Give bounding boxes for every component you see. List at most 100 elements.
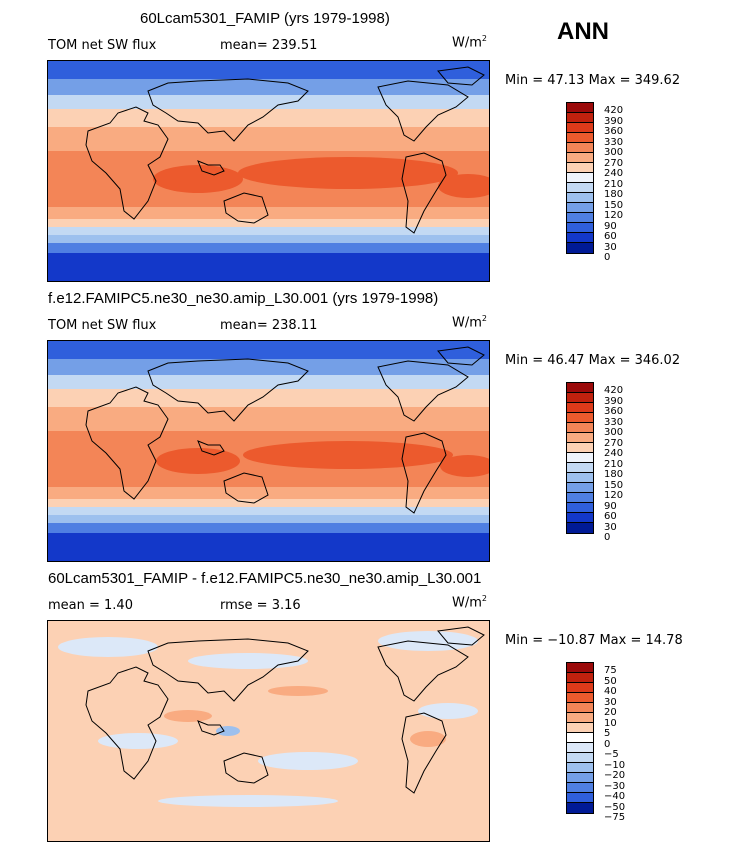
panel1-colorbar [566,102,594,254]
colorbar-tick-label: 330 [604,136,624,148]
colorbar-swatch [567,773,593,783]
panel1-map-svg [48,61,489,281]
colorbar-swatch [567,703,593,713]
colorbar-tick-label: 240 [604,168,624,179]
colorbar-tick-label: 180 [604,189,624,200]
panel2-units: W/m2 [452,314,487,331]
colorbar-tick-label: 75 [604,665,617,676]
colorbar-swatch [567,723,593,733]
colorbar-tick-label: 30 [604,696,617,708]
colorbar-tick-label: −20 [604,770,626,781]
colorbar-swatch [567,493,593,503]
colorbar-tick-label: 150 [604,199,624,211]
season-label: ANN [557,18,609,45]
colorbar-tick-label: 330 [604,416,624,428]
colorbar-swatch [567,803,593,813]
colorbar-swatch [567,143,593,153]
panel2-colorbar-labels: 420 390 360 330 300 270 240 210 180 150 120 90 60 30 0 [604,386,623,544]
colorbar-swatch [567,203,593,213]
colorbar-swatch [567,503,593,513]
colorbar-tick-label: 0 [604,252,611,263]
panel1-title: 60Lcam5301_FAMIP (yrs 1979-1998) [140,10,390,27]
colorbar-tick-label: 150 [604,479,624,491]
panel3-units: W/m2 [452,594,487,611]
colorbar-tick-label: 390 [604,115,624,127]
colorbar-swatch [567,153,593,163]
colorbar-tick-label: 90 [604,220,617,232]
panel1-variable: TOM net SW flux [48,38,157,53]
colorbar-tick-label: 10 [604,717,617,729]
colorbar-tick-label: 60 [604,511,617,522]
colorbar-swatch [567,733,593,743]
panel3-colorbar-labels: 75 50 40 30 20 10 5 0 −5 −10 −20 −30 −40 −50 −75 [604,666,625,824]
colorbar-swatch [567,523,593,533]
colorbar-swatch [567,453,593,463]
panel2-title: f.e12.FAMIPC5.ne30_ne30.amip_L30.001 (yr… [48,290,439,307]
colorbar-swatch [567,783,593,793]
colorbar-tick-label: 420 [604,105,624,116]
panel3-mean: mean = 1.40 [48,598,133,613]
panel3-minmax: Min = −10.87 Max = 14.78 [505,633,683,648]
colorbar-swatch [567,743,593,753]
colorbar-swatch [567,683,593,693]
panel3-map [47,620,490,842]
panel1-colorbar-labels: 420 390 360 330 300 270 240 210 180 150 120 90 60 30 0 [604,106,623,264]
panel1-map [47,60,490,282]
colorbar-tick-label: 120 [604,490,624,501]
colorbar-tick-label: 0 [604,738,611,750]
colorbar-swatch [567,413,593,423]
colorbar-tick-label: 30 [604,521,617,533]
panel2-variable: TOM net SW flux [48,318,157,333]
colorbar-swatch [567,183,593,193]
colorbar-swatch [567,193,593,203]
colorbar-tick-label: 360 [604,406,624,417]
colorbar-tick-label: 390 [604,395,624,407]
colorbar-swatch [567,753,593,763]
colorbar-tick-label: −10 [604,759,626,771]
colorbar-tick-label: −75 [604,812,626,823]
panel2-map-svg [48,341,489,561]
colorbar-swatch [567,403,593,413]
colorbar-swatch [567,173,593,183]
colorbar-swatch [567,443,593,453]
panel2-colorbar [566,382,594,534]
panel1-units: W/m2 [452,34,487,51]
colorbar-tick-label: 270 [604,437,624,449]
colorbar-swatch [567,693,593,703]
panel2-map [47,340,490,562]
colorbar-tick-label: 20 [604,707,617,718]
colorbar-swatch [567,123,593,133]
colorbar-swatch [567,793,593,803]
panel1-minmax: Min = 47.13 Max = 349.62 [505,73,681,88]
colorbar-swatch [567,513,593,523]
colorbar-tick-label: −50 [604,801,626,813]
colorbar-swatch [567,473,593,483]
colorbar-tick-label: 30 [604,241,617,253]
colorbar-tick-label: 40 [604,686,617,697]
colorbar-tick-label: 0 [604,532,611,543]
colorbar-tick-label: 180 [604,469,624,480]
colorbar-swatch [567,163,593,173]
colorbar-swatch [567,663,593,673]
colorbar-swatch [567,113,593,123]
panel1-mean: mean= 239.51 [220,38,318,53]
colorbar-swatch [567,223,593,233]
colorbar-swatch [567,713,593,723]
panel3-title: 60Lcam5301_FAMIP - f.e12.FAMIPC5.ne30_ne… [48,570,482,587]
colorbar-tick-label: 240 [604,448,624,459]
colorbar-tick-label: 50 [604,675,617,687]
colorbar-tick-label: 210 [604,458,624,470]
colorbar-tick-label: 60 [604,231,617,242]
colorbar-tick-label: 420 [604,385,624,396]
colorbar-tick-label: 90 [604,500,617,512]
colorbar-tick-label: 5 [604,728,611,739]
colorbar-tick-label: −30 [604,780,626,792]
colorbar-tick-label: 120 [604,210,624,221]
colorbar-tick-label: 360 [604,126,624,137]
colorbar-swatch [567,133,593,143]
colorbar-swatch [567,423,593,433]
colorbar-swatch [567,393,593,403]
colorbar-swatch [567,213,593,223]
panel3-rmse: rmse = 3.16 [220,598,301,613]
colorbar-tick-label: −40 [604,791,626,802]
